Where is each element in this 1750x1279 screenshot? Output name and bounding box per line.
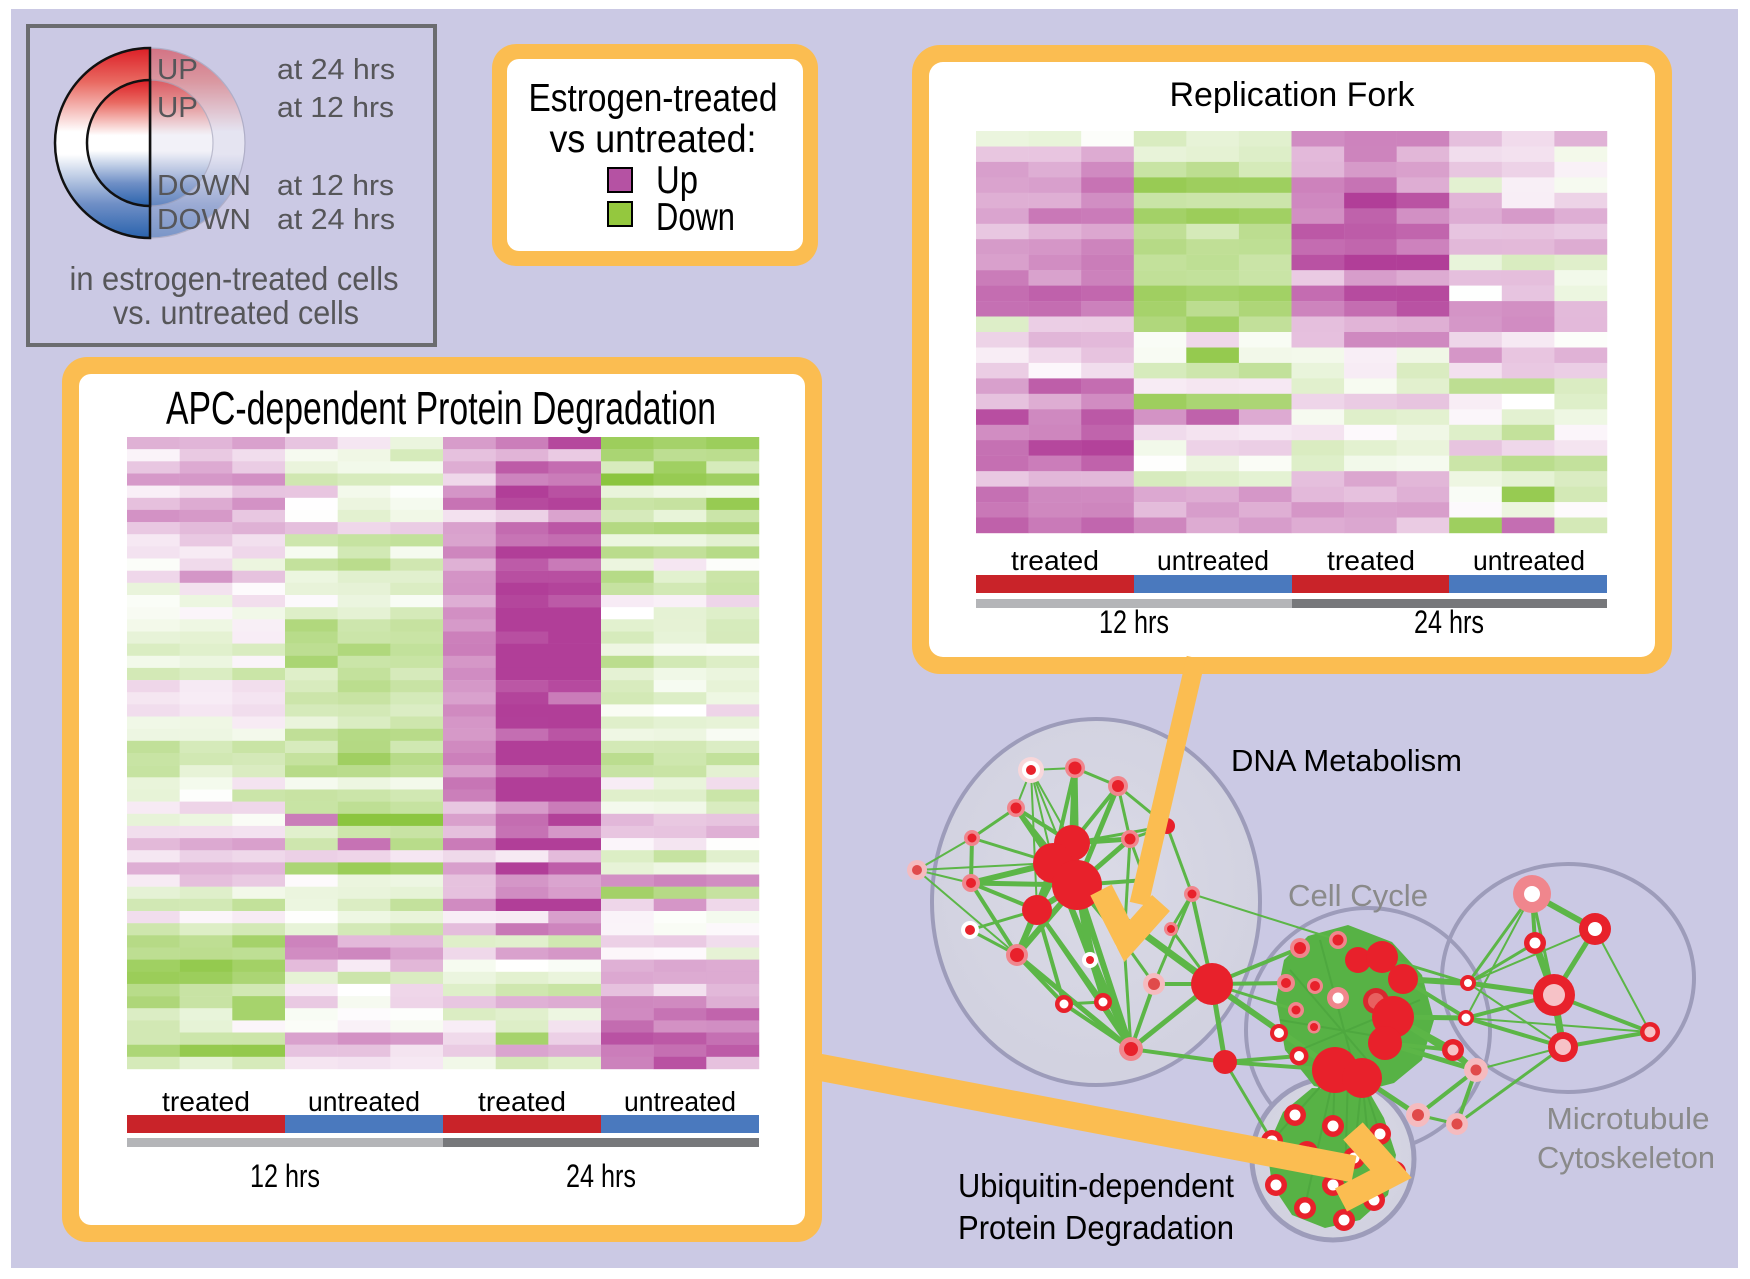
svg-text:Replication Fork: Replication Fork	[1170, 76, 1416, 114]
svg-text:at 24 hrs: at 24 hrs	[277, 54, 395, 86]
svg-text:treated: treated	[478, 1086, 566, 1117]
svg-text:untreated: untreated	[624, 1086, 736, 1117]
svg-text:Estrogen-treated: Estrogen-treated	[529, 77, 778, 120]
svg-text:treated: treated	[162, 1086, 250, 1117]
svg-text:24 hrs: 24 hrs	[1414, 604, 1484, 640]
svg-text:untreated: untreated	[1473, 545, 1585, 576]
svg-text:at 12 hrs: at 12 hrs	[277, 92, 394, 124]
svg-text:24 hrs: 24 hrs	[566, 1158, 636, 1194]
svg-text:untreated: untreated	[308, 1086, 420, 1117]
svg-text:Cell Cycle: Cell Cycle	[1288, 879, 1428, 913]
svg-text:DOWN: DOWN	[157, 204, 251, 236]
svg-text:Down: Down	[656, 196, 735, 239]
svg-text:Microtubule: Microtubule	[1547, 1102, 1710, 1136]
svg-text:at 12 hrs: at 12 hrs	[277, 170, 394, 202]
svg-text:at 24 hrs: at 24 hrs	[277, 204, 395, 236]
svg-text:treated: treated	[1327, 545, 1415, 576]
svg-text:UP: UP	[157, 54, 198, 86]
svg-text:12 hrs: 12 hrs	[250, 1158, 320, 1194]
svg-text:Ubiquitin-dependent: Ubiquitin-dependent	[958, 1167, 1234, 1204]
svg-text:untreated: untreated	[1157, 545, 1269, 576]
svg-text:UP: UP	[157, 92, 198, 124]
svg-text:Protein Degradation: Protein Degradation	[958, 1209, 1234, 1246]
svg-text:vs untreated:: vs untreated:	[550, 118, 757, 161]
svg-text:Up: Up	[656, 159, 698, 202]
svg-text:treated: treated	[1011, 545, 1099, 576]
svg-text:12 hrs: 12 hrs	[1099, 604, 1169, 640]
svg-text:vs. untreated cells: vs. untreated cells	[113, 294, 359, 331]
svg-text:in estrogen-treated cells: in estrogen-treated cells	[70, 260, 399, 297]
svg-text:APC-dependent Protein Degradat: APC-dependent Protein Degradation	[166, 382, 716, 434]
svg-text:DOWN: DOWN	[157, 170, 251, 202]
svg-text:Cytoskeleton: Cytoskeleton	[1537, 1141, 1715, 1175]
svg-text:DNA Metabolism: DNA Metabolism	[1231, 744, 1462, 778]
